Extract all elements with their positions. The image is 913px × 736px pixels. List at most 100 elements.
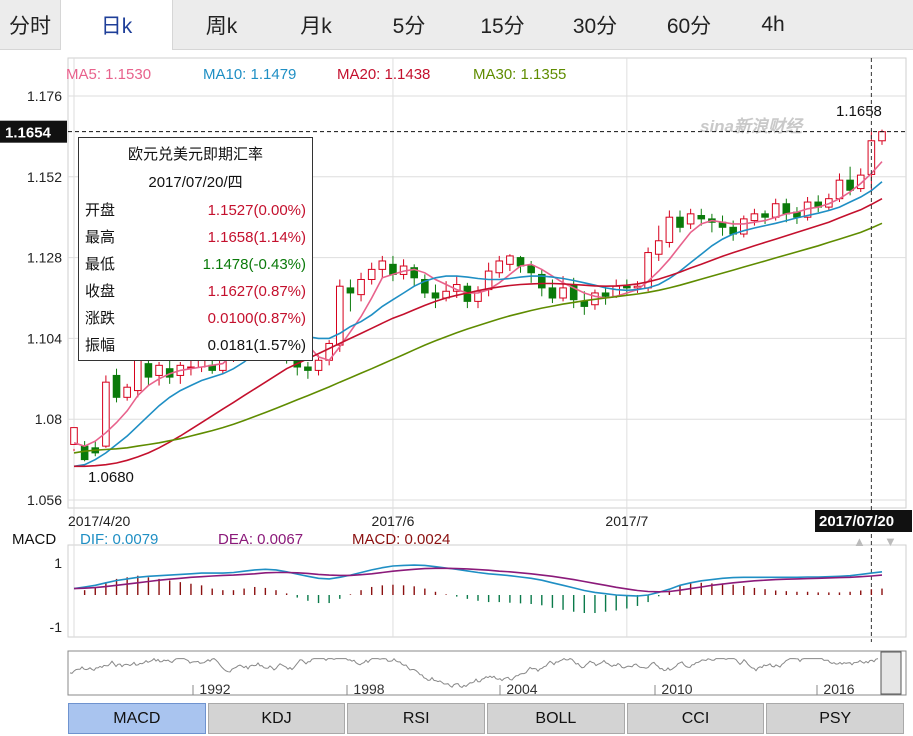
y-tick-label: 1.152 [27,169,62,185]
candle-body [335,285,344,346]
macd-dif-line [73,564,883,597]
candle-body [123,386,131,398]
info-value: 1.1627(0.87%) [207,283,306,300]
ma-legend-label: MA20: 1.1438 [337,66,430,83]
tab-8[interactable]: 4h [761,13,785,36]
candle-body [495,260,504,274]
macd-y-tick: 1 [54,555,62,571]
info-date: 2017/07/20/四 [148,174,243,191]
candle-body [346,287,355,294]
candle-body [676,216,684,228]
indicator-tabs: MACD KDJ RSI BOLL CCI PSY [68,703,906,734]
indicator-tab-macd[interactable]: MACD [68,703,206,734]
tab-6[interactable]: 30分 [572,15,618,38]
overview-year: 2016 [823,681,854,697]
candle-body [537,273,546,289]
overview-frame [67,650,907,696]
info-row: 最低 1.1478(-0.43%) [85,251,306,278]
scroll-up-icon: ▲ [853,534,866,549]
candle-body [431,292,440,299]
candle-body [155,364,163,376]
tab-1[interactable]: 日k [60,0,173,50]
info-title: 欧元兑美元即期汇率 [127,146,263,163]
overview-year: 2010 [661,681,692,697]
watermark: sina新浪财经 [700,117,804,136]
candle-body [761,213,769,218]
date-cursor: 2017/07/20 [819,513,894,530]
info-row: 涨跌 0.0100(0.87%) [85,305,306,332]
tab-3[interactable]: 月k [300,15,332,38]
macd-dea-line [73,567,883,593]
info-value: 1.1478(-0.43%) [202,256,306,273]
candle-body [516,257,525,267]
candle-body [601,292,610,297]
macd-title: MACD [12,531,56,548]
x-tick-label: 2017/4/20 [68,513,130,529]
price-tag: 1.1654 [5,125,52,142]
candle-body [112,374,121,398]
x-tick-label: 2017/6 [372,513,415,529]
candle-body [80,445,89,461]
candle-body [623,285,631,289]
y-tick-label: 1.056 [27,492,62,508]
candle-body [878,131,886,142]
tab-4[interactable]: 5分 [392,15,426,38]
indicator-tab-boll[interactable]: BOLL [487,703,625,734]
main-plot-frame [67,57,907,509]
high-label: 1.1658 [836,103,882,120]
indicator-tab-cci[interactable]: CCI [626,703,765,734]
x-tick-label: 2017/7 [605,513,648,529]
ma-legend-label: MA5: 1.1530 [66,66,151,83]
info-key: 涨跌 [85,310,116,327]
overview-handle[interactable] [880,651,902,695]
y-tick-label: 1.128 [27,250,62,266]
ma-line-ma30 [73,222,883,454]
indicator-tab-psy[interactable]: PSY [766,703,905,734]
scroll-down-icon: ▼ [884,534,897,549]
overview-year: 1992 [199,681,230,697]
kline-chart[interactable]: 1.176 1.152 1.128 1.104 1.08 1.056 2017/4/20 20… [0,50,913,703]
candle-body [421,278,429,294]
candle-body [527,265,535,274]
ma-line-ma20 [74,197,883,468]
info-row: 振幅 0.0181(1.57%) [85,332,306,359]
candle-body [548,287,557,299]
y-tick-label: 1.104 [27,330,62,346]
candle-body [739,218,748,235]
indicator-tab-rsi[interactable]: RSI [347,703,486,734]
candle-body [484,270,493,291]
candle-body [665,216,674,243]
tab-7[interactable]: 60分 [666,15,712,38]
tab-5[interactable]: 15分 [480,15,525,38]
low-label: 1.0680 [88,469,134,486]
info-key: 收盘 [85,283,116,300]
info-row: 收盘 1.1627(0.87%) [85,278,306,305]
candle-body [846,179,854,191]
candle-body [580,300,589,307]
candle-body [856,174,865,190]
candle-body [835,179,844,200]
info-row: 最高 1.1658(1.14%) [85,224,306,251]
candle-body [506,255,514,265]
ma-line-ma5 [73,161,883,447]
info-value: 1.1658(1.14%) [207,229,306,246]
candle-body [357,278,365,296]
tab-2[interactable]: 周k [205,15,238,38]
ma-line-ma10 [73,181,883,468]
tab-0[interactable]: 分时 [9,15,51,38]
candle-body [410,267,419,279]
candle-body [367,268,376,280]
candle-body [70,427,78,445]
ma-legend-label: MA10: 1.1479 [203,66,296,83]
indicator-tab-kdj[interactable]: KDJ [207,703,346,734]
date-cursor-bg [815,510,912,532]
macd-dif-label: DIF: 0.0079 [80,531,158,548]
ma-legend-label: MA30: 1.1355 [473,66,566,83]
candle-body [144,363,153,378]
candle-body [102,381,110,447]
y-tick-label: 1.08 [35,411,62,427]
info-box: 欧元兑美元即期汇率 2017/07/20/四 开盘 1.1527(0.00%) 最高… [78,137,313,361]
y-tick-label: 1.176 [27,88,62,104]
candle-body [782,203,791,215]
period-tabs: 分时 日k 周k 月k 5分 15分 30分 60分 4h [0,0,913,50]
